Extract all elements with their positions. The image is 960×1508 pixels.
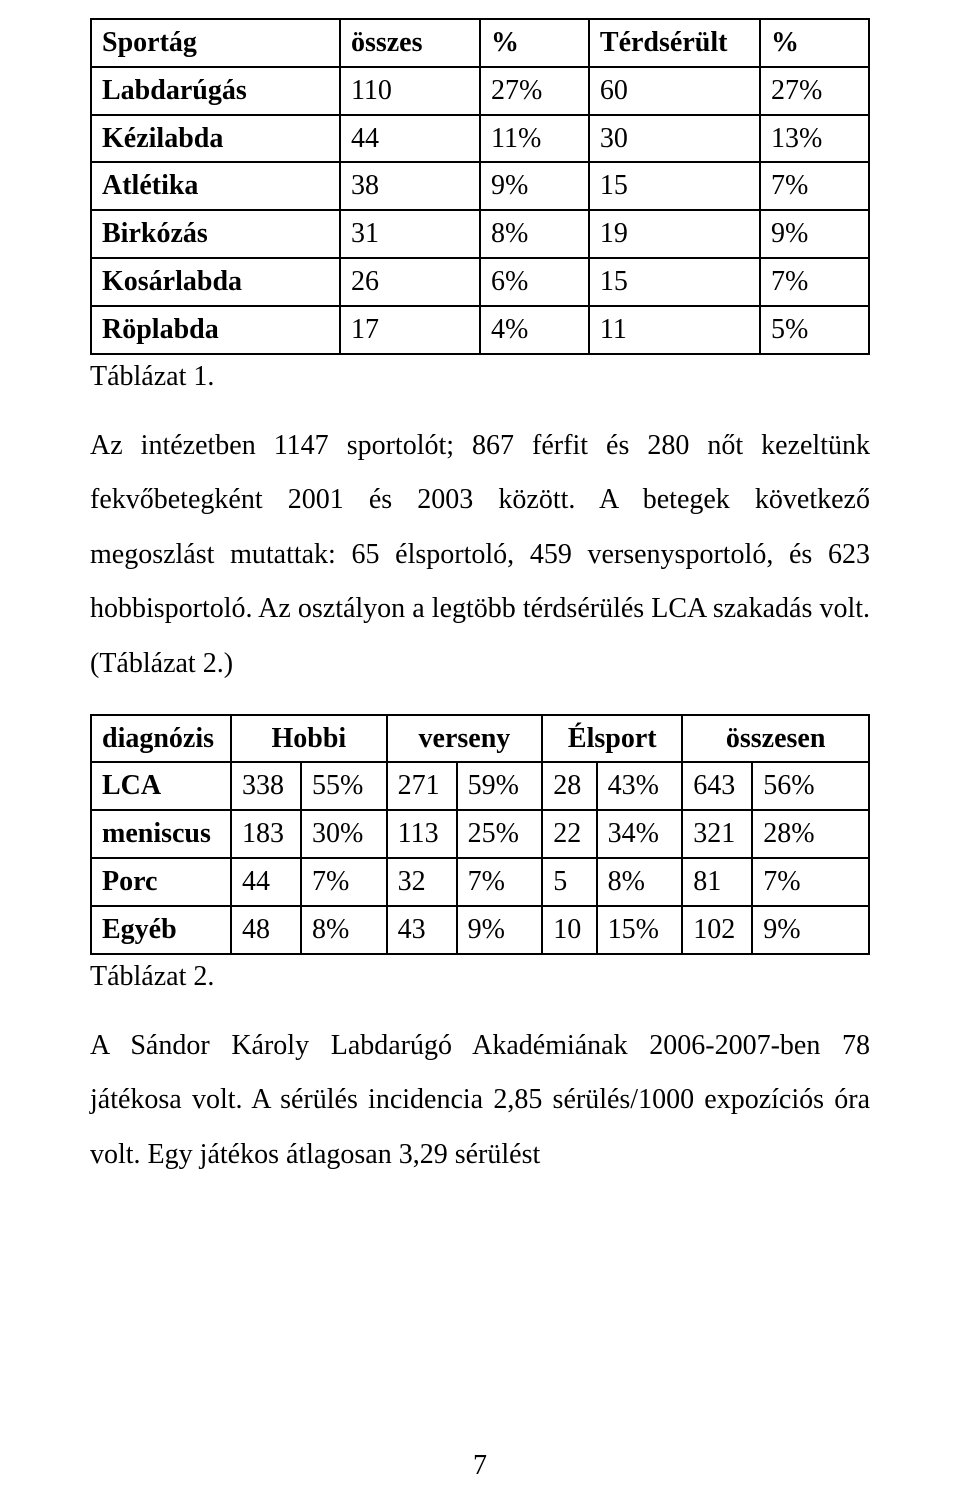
cell: 8% xyxy=(480,210,589,258)
page-number: 7 xyxy=(0,1450,960,1482)
table1-caption: Táblázat 1. xyxy=(90,361,870,393)
col-header: % xyxy=(760,19,869,67)
cell: 11 xyxy=(589,306,760,354)
cell: 59% xyxy=(457,762,543,810)
cell: 28 xyxy=(542,762,596,810)
cell: Röplabda xyxy=(91,306,340,354)
col-header: összesen xyxy=(682,715,869,763)
table2-caption: Táblázat 2. xyxy=(90,961,870,993)
cell: 56% xyxy=(752,762,869,810)
cell: 8% xyxy=(301,906,387,954)
cell: 13% xyxy=(760,115,869,163)
cell: 15% xyxy=(597,906,683,954)
document-page: Sportág összes % Térdsérült % Labdarúgás… xyxy=(0,0,960,1508)
cell: 9% xyxy=(760,210,869,258)
col-header: Élsport xyxy=(542,715,682,763)
col-header: Hobbi xyxy=(231,715,387,763)
cell: 55% xyxy=(301,762,387,810)
table-row: Labdarúgás 110 27% 60 27% xyxy=(91,67,869,115)
cell: 110 xyxy=(340,67,480,115)
cell: 17 xyxy=(340,306,480,354)
cell: 27% xyxy=(760,67,869,115)
paragraph: A Sándor Károly Labdarúgó Akadémiának 20… xyxy=(90,1019,870,1183)
cell: 9% xyxy=(480,162,589,210)
cell: 44 xyxy=(340,115,480,163)
cell: Kosárlabda xyxy=(91,258,340,306)
cell: 643 xyxy=(682,762,752,810)
cell: 9% xyxy=(457,906,543,954)
cell: 43% xyxy=(597,762,683,810)
cell: 9% xyxy=(752,906,869,954)
cell: 31 xyxy=(340,210,480,258)
col-header: diagnózis xyxy=(91,715,231,763)
cell: LCA xyxy=(91,762,231,810)
cell: 28% xyxy=(752,810,869,858)
cell: 10 xyxy=(542,906,596,954)
table-row: Atlétika 38 9% 15 7% xyxy=(91,162,869,210)
cell: Porc xyxy=(91,858,231,906)
table-row: Porc 44 7% 32 7% 5 8% 81 7% xyxy=(91,858,869,906)
table-row: Kézilabda 44 11% 30 13% xyxy=(91,115,869,163)
col-header: verseny xyxy=(387,715,543,763)
cell: 30 xyxy=(589,115,760,163)
cell: 15 xyxy=(589,258,760,306)
cell: 38 xyxy=(340,162,480,210)
cell: 7% xyxy=(457,858,543,906)
col-header: Térdsérült xyxy=(589,19,760,67)
col-header: Sportág xyxy=(91,19,340,67)
cell: 183 xyxy=(231,810,301,858)
cell: 5% xyxy=(760,306,869,354)
table-row: Kosárlabda 26 6% 15 7% xyxy=(91,258,869,306)
cell: Birkózás xyxy=(91,210,340,258)
col-header: összes xyxy=(340,19,480,67)
cell: 271 xyxy=(387,762,457,810)
cell: 48 xyxy=(231,906,301,954)
cell: 25% xyxy=(457,810,543,858)
cell: 7% xyxy=(760,162,869,210)
cell: 6% xyxy=(480,258,589,306)
table-row: Röplabda 17 4% 11 5% xyxy=(91,306,869,354)
cell: 44 xyxy=(231,858,301,906)
col-header: % xyxy=(480,19,589,67)
cell: Atlétika xyxy=(91,162,340,210)
cell: 34% xyxy=(597,810,683,858)
table-row: Sportág összes % Térdsérült % xyxy=(91,19,869,67)
cell: 321 xyxy=(682,810,752,858)
cell: 43 xyxy=(387,906,457,954)
cell: 15 xyxy=(589,162,760,210)
cell: meniscus xyxy=(91,810,231,858)
cell: 7% xyxy=(760,258,869,306)
table-row: meniscus 183 30% 113 25% 22 34% 321 28% xyxy=(91,810,869,858)
cell: 81 xyxy=(682,858,752,906)
cell: 8% xyxy=(597,858,683,906)
cell: Labdarúgás xyxy=(91,67,340,115)
cell: 338 xyxy=(231,762,301,810)
table-sports: Sportág összes % Térdsérült % Labdarúgás… xyxy=(90,18,870,355)
cell: 4% xyxy=(480,306,589,354)
cell: 7% xyxy=(301,858,387,906)
table-row: Birkózás 31 8% 19 9% xyxy=(91,210,869,258)
cell: 26 xyxy=(340,258,480,306)
cell: 32 xyxy=(387,858,457,906)
table-row: diagnózis Hobbi verseny Élsport összesen xyxy=(91,715,869,763)
cell: 60 xyxy=(589,67,760,115)
table-row: LCA 338 55% 271 59% 28 43% 643 56% xyxy=(91,762,869,810)
cell: 113 xyxy=(387,810,457,858)
cell: 19 xyxy=(589,210,760,258)
cell: Egyéb xyxy=(91,906,231,954)
paragraph: Az intézetben 1147 sportolót; 867 férfit… xyxy=(90,419,870,692)
table-diagnosis: diagnózis Hobbi verseny Élsport összesen… xyxy=(90,714,870,955)
cell: 5 xyxy=(542,858,596,906)
cell: 11% xyxy=(480,115,589,163)
cell: 27% xyxy=(480,67,589,115)
cell: 22 xyxy=(542,810,596,858)
cell: 30% xyxy=(301,810,387,858)
cell: 102 xyxy=(682,906,752,954)
table-row: Egyéb 48 8% 43 9% 10 15% 102 9% xyxy=(91,906,869,954)
cell: 7% xyxy=(752,858,869,906)
cell: Kézilabda xyxy=(91,115,340,163)
